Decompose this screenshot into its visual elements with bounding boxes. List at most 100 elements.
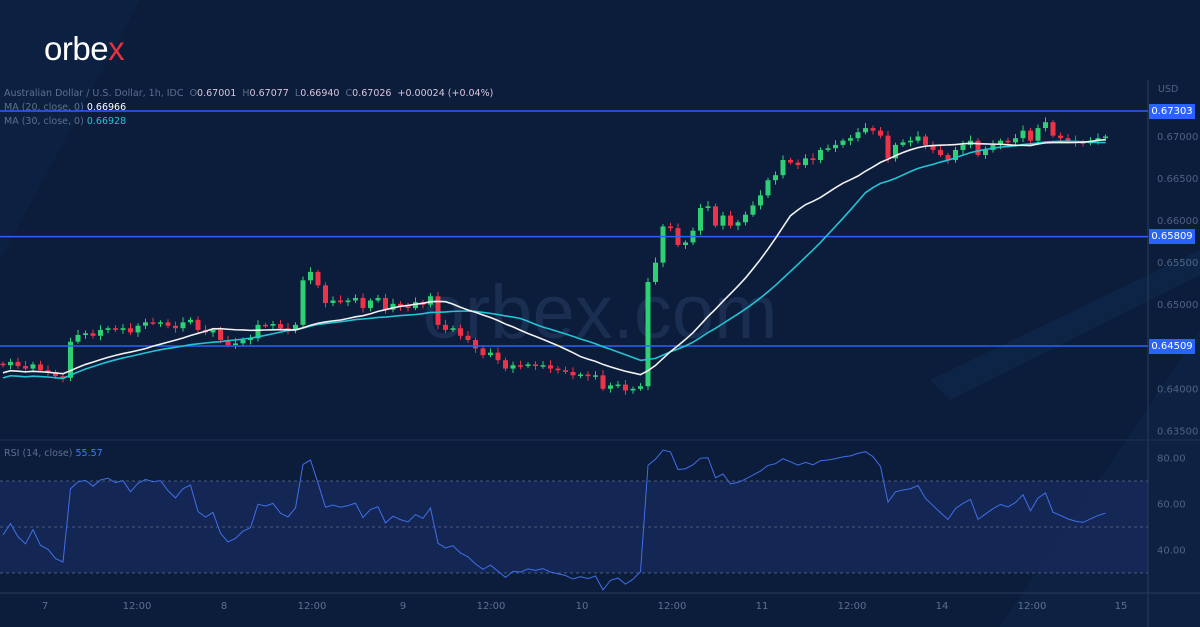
candle[interactable] — [870, 125, 876, 135]
candle[interactable] — [128, 323, 133, 336]
candle[interactable] — [810, 153, 816, 165]
candle[interactable] — [510, 361, 516, 374]
candle[interactable] — [668, 222, 673, 232]
candle[interactable] — [8, 358, 13, 370]
candle[interactable] — [270, 320, 276, 330]
candle[interactable] — [308, 267, 313, 285]
candle[interactable] — [0, 361, 6, 368]
candle[interactable] — [660, 223, 666, 268]
candle[interactable] — [38, 360, 43, 373]
candle[interactable] — [450, 325, 456, 333]
candle[interactable] — [98, 325, 103, 341]
candle[interactable] — [983, 146, 988, 159]
candle[interactable] — [593, 371, 598, 380]
candle[interactable] — [1020, 125, 1026, 143]
candle[interactable] — [803, 154, 808, 168]
candle[interactable] — [720, 211, 726, 230]
candle[interactable] — [645, 277, 651, 391]
candle[interactable] — [623, 379, 628, 395]
candle[interactable] — [113, 325, 118, 333]
candle[interactable] — [975, 138, 981, 158]
candle[interactable] — [75, 329, 81, 344]
candle[interactable] — [953, 146, 958, 163]
candle[interactable] — [443, 319, 448, 334]
candle[interactable] — [330, 296, 336, 307]
candle[interactable] — [758, 190, 763, 210]
candle[interactable] — [68, 337, 73, 382]
candle[interactable] — [893, 142, 898, 162]
candle[interactable] — [698, 203, 703, 236]
candle[interactable] — [525, 362, 531, 369]
candle[interactable] — [960, 140, 966, 155]
candle[interactable] — [735, 220, 741, 231]
candle[interactable] — [263, 322, 268, 328]
candle[interactable] — [705, 201, 711, 212]
candle[interactable] — [825, 144, 831, 153]
candle[interactable] — [353, 294, 358, 304]
candle[interactable] — [480, 345, 486, 359]
candle[interactable] — [788, 157, 793, 165]
candle[interactable] — [968, 135, 973, 149]
candle[interactable] — [218, 326, 223, 344]
candle[interactable] — [158, 320, 163, 328]
candle[interactable] — [428, 293, 433, 308]
candle[interactable] — [405, 302, 411, 312]
candle[interactable] — [488, 348, 493, 358]
ma20-line[interactable] — [2, 138, 1106, 376]
candle[interactable] — [285, 323, 291, 335]
candle[interactable] — [165, 319, 171, 329]
candle[interactable] — [930, 141, 936, 154]
candle[interactable] — [150, 317, 156, 326]
candle[interactable] — [338, 295, 343, 305]
candle[interactable] — [630, 386, 636, 394]
candle[interactable] — [818, 147, 823, 164]
candle[interactable] — [1080, 139, 1086, 147]
candle[interactable] — [495, 347, 501, 365]
rsi-legend[interactable]: RSI (14, close) 55.57 — [4, 448, 103, 459]
candle[interactable] — [345, 297, 351, 307]
candle[interactable] — [653, 257, 658, 285]
candle[interactable] — [45, 365, 51, 376]
candle[interactable] — [585, 371, 591, 381]
candle[interactable] — [840, 138, 846, 148]
candle[interactable] — [458, 324, 463, 340]
candle[interactable] — [555, 365, 561, 374]
ma30-legend[interactable]: MA (30, close, 0) 0.66928 — [4, 116, 127, 127]
rsi-line[interactable] — [2, 449, 1106, 591]
candle[interactable] — [683, 240, 688, 249]
candle[interactable] — [638, 383, 643, 391]
candle[interactable] — [1050, 120, 1056, 138]
candle[interactable] — [143, 318, 148, 329]
candle[interactable] — [135, 323, 141, 337]
candle[interactable] — [675, 223, 681, 248]
candle[interactable] — [323, 282, 328, 308]
candle[interactable] — [570, 367, 576, 380]
candle[interactable] — [615, 380, 621, 389]
candle[interactable] — [548, 360, 553, 374]
candle[interactable] — [503, 357, 508, 372]
candle[interactable] — [855, 128, 861, 142]
candle[interactable] — [1013, 134, 1018, 145]
candle[interactable] — [915, 131, 921, 144]
candle[interactable] — [435, 292, 441, 330]
candle[interactable] — [878, 126, 883, 139]
candle[interactable] — [368, 298, 373, 312]
candle[interactable] — [173, 321, 178, 333]
candle[interactable] — [900, 139, 906, 147]
candle[interactable] — [30, 361, 36, 372]
candle[interactable] — [938, 145, 943, 158]
candle[interactable] — [833, 140, 838, 153]
candle[interactable] — [293, 322, 298, 334]
candle[interactable] — [120, 324, 126, 334]
candle[interactable] — [195, 316, 201, 334]
candle[interactable] — [728, 210, 733, 229]
candle[interactable] — [465, 331, 471, 343]
candle[interactable] — [563, 366, 568, 375]
candle[interactable] — [23, 360, 28, 374]
candle[interactable] — [105, 326, 111, 334]
candle[interactable] — [848, 135, 853, 146]
candle[interactable] — [390, 298, 396, 313]
ma30-line[interactable] — [2, 140, 1106, 380]
candle[interactable] — [518, 360, 523, 370]
